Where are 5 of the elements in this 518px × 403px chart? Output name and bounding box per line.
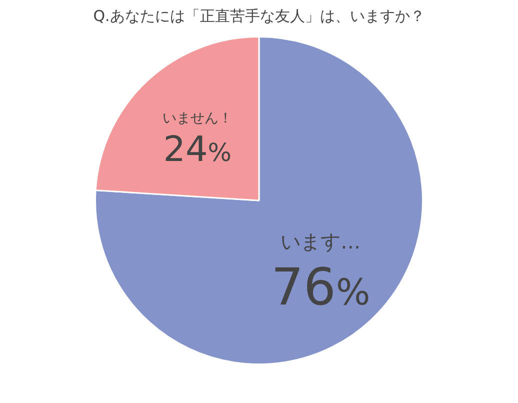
data-label: 24% bbox=[163, 130, 232, 170]
chart-title: Q.あなたには「正直苦手な友人」は、いますか？ bbox=[93, 6, 425, 25]
slice-label: います… bbox=[280, 229, 361, 254]
data-label: 76% bbox=[271, 258, 370, 318]
slice-label: いません！ bbox=[162, 110, 232, 127]
